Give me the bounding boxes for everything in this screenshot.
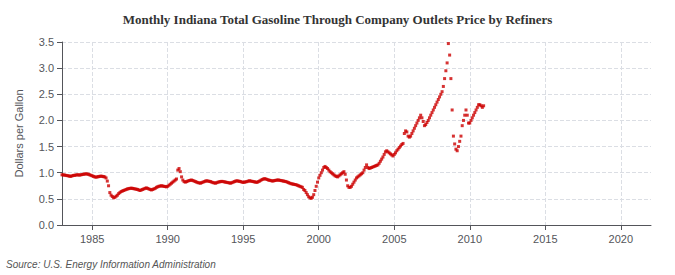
svg-text:Source: U.S. Energy Informatio: Source: U.S. Energy Information Administ… xyxy=(6,259,216,270)
svg-text:Dollars per Gallon: Dollars per Gallon xyxy=(13,89,25,177)
svg-text:Monthly Indiana Total Gasoline: Monthly Indiana Total Gasoline Through C… xyxy=(123,12,553,27)
svg-text:2000: 2000 xyxy=(307,233,331,245)
svg-text:1.5: 1.5 xyxy=(39,141,54,153)
svg-text:1.0: 1.0 xyxy=(39,167,54,179)
svg-text:2015: 2015 xyxy=(533,233,557,245)
svg-text:2005: 2005 xyxy=(382,233,406,245)
svg-text:1995: 1995 xyxy=(231,233,255,245)
svg-text:2010: 2010 xyxy=(458,233,482,245)
svg-text:1990: 1990 xyxy=(155,233,179,245)
svg-text:2.0: 2.0 xyxy=(39,114,54,126)
svg-text:0.0: 0.0 xyxy=(39,219,54,231)
svg-text:0.5: 0.5 xyxy=(39,193,54,205)
svg-text:3.0: 3.0 xyxy=(39,62,54,74)
svg-text:2020: 2020 xyxy=(609,233,633,245)
svg-text:1985: 1985 xyxy=(80,233,104,245)
svg-text:3.5: 3.5 xyxy=(39,36,54,48)
svg-text:2.5: 2.5 xyxy=(39,88,54,100)
